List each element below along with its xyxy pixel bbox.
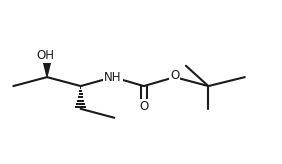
- Text: OH: OH: [37, 50, 55, 62]
- Text: O: O: [139, 100, 148, 113]
- Text: NH: NH: [104, 71, 122, 84]
- Polygon shape: [41, 54, 53, 77]
- Text: O: O: [170, 69, 179, 82]
